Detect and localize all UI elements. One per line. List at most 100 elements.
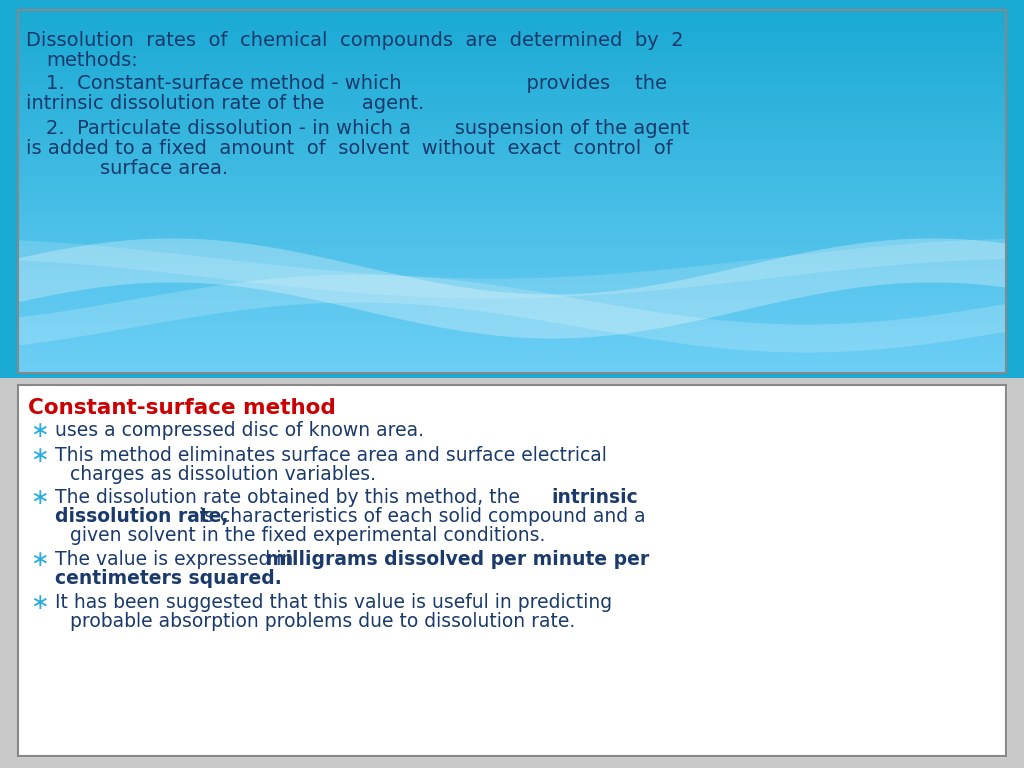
Bar bbox=[18, 31, 1006, 35]
Bar bbox=[18, 268, 1006, 271]
Bar bbox=[18, 351, 1006, 355]
Bar bbox=[18, 203, 1006, 206]
Bar bbox=[18, 151, 1006, 155]
Bar bbox=[18, 14, 1006, 17]
Bar bbox=[18, 239, 1006, 243]
Bar bbox=[18, 163, 1006, 166]
Bar bbox=[18, 174, 1006, 177]
Bar bbox=[18, 283, 1006, 286]
Bar bbox=[18, 108, 1006, 111]
Bar bbox=[18, 141, 1006, 144]
Bar bbox=[18, 101, 1006, 104]
Bar bbox=[18, 355, 1006, 359]
Bar bbox=[18, 293, 1006, 296]
Bar bbox=[18, 235, 1006, 239]
Bar bbox=[18, 264, 1006, 268]
Text: The value is expressed in: The value is expressed in bbox=[55, 550, 299, 569]
Bar bbox=[18, 180, 1006, 184]
Bar bbox=[18, 304, 1006, 308]
Text: methods:: methods: bbox=[46, 51, 138, 70]
Bar bbox=[18, 250, 1006, 253]
Bar bbox=[18, 137, 1006, 141]
Bar bbox=[18, 43, 1006, 46]
Bar bbox=[18, 257, 1006, 260]
Bar bbox=[18, 385, 1006, 756]
Bar bbox=[18, 65, 1006, 68]
Bar bbox=[18, 68, 1006, 71]
Bar bbox=[18, 104, 1006, 108]
Bar bbox=[18, 340, 1006, 344]
Text: uses a compressed disc of known area.: uses a compressed disc of known area. bbox=[55, 421, 424, 440]
Bar bbox=[18, 188, 1006, 191]
Text: given solvent in the fixed experimental conditions.: given solvent in the fixed experimental … bbox=[70, 526, 546, 545]
Bar bbox=[18, 195, 1006, 199]
Bar bbox=[18, 39, 1006, 43]
Text: 2.  Particulate dissolution - in which a       suspension of the agent: 2. Particulate dissolution - in which a … bbox=[46, 119, 689, 138]
Text: intrinsic dissolution rate of the      agent.: intrinsic dissolution rate of the agent. bbox=[26, 94, 424, 113]
Text: surface area.: surface area. bbox=[100, 159, 228, 178]
Text: is added to a fixed  amount  of  solvent  without  exact  control  of: is added to a fixed amount of solvent wi… bbox=[26, 139, 673, 158]
Bar bbox=[18, 28, 1006, 31]
Bar bbox=[18, 271, 1006, 275]
Text: Constant-surface method: Constant-surface method bbox=[28, 398, 336, 418]
Text: ∗: ∗ bbox=[30, 593, 48, 613]
Bar bbox=[18, 319, 1006, 323]
Bar bbox=[18, 148, 1006, 151]
Bar bbox=[18, 253, 1006, 257]
Bar bbox=[18, 336, 1006, 340]
Bar bbox=[18, 25, 1006, 28]
Text: is characteristics of each solid compound and a: is characteristics of each solid compoun… bbox=[193, 507, 645, 526]
Bar bbox=[18, 86, 1006, 90]
Bar bbox=[18, 366, 1006, 369]
Bar bbox=[18, 290, 1006, 293]
Bar bbox=[18, 130, 1006, 134]
Bar bbox=[18, 217, 1006, 220]
Bar bbox=[18, 177, 1006, 180]
Bar bbox=[18, 17, 1006, 21]
Bar bbox=[18, 296, 1006, 300]
Text: intrinsic: intrinsic bbox=[551, 488, 638, 507]
Bar bbox=[18, 362, 1006, 366]
Bar bbox=[18, 344, 1006, 348]
Text: ∗: ∗ bbox=[30, 488, 48, 508]
Bar bbox=[18, 329, 1006, 333]
Text: 1.  Constant-surface method - which                    provides    the: 1. Constant-surface method - which provi… bbox=[46, 74, 667, 93]
Bar bbox=[18, 35, 1006, 39]
Text: probable absorption problems due to dissolution rate.: probable absorption problems due to diss… bbox=[70, 612, 575, 631]
Text: charges as dissolution variables.: charges as dissolution variables. bbox=[70, 465, 376, 484]
Bar bbox=[18, 348, 1006, 351]
Bar bbox=[18, 323, 1006, 326]
Bar bbox=[18, 279, 1006, 283]
Bar bbox=[18, 61, 1006, 65]
Text: dissolution rate,: dissolution rate, bbox=[55, 507, 228, 526]
Bar bbox=[0, 0, 1024, 16]
Bar bbox=[18, 214, 1006, 217]
Bar bbox=[18, 75, 1006, 79]
Bar bbox=[18, 191, 1006, 195]
Bar bbox=[18, 50, 1006, 54]
Bar bbox=[18, 159, 1006, 163]
Bar bbox=[18, 206, 1006, 210]
Bar bbox=[18, 21, 1006, 25]
Bar bbox=[18, 57, 1006, 61]
Bar bbox=[18, 144, 1006, 148]
Text: ∗: ∗ bbox=[30, 421, 48, 441]
Bar bbox=[18, 71, 1006, 75]
Bar bbox=[18, 243, 1006, 246]
Bar bbox=[18, 311, 1006, 315]
Bar bbox=[18, 90, 1006, 94]
Bar bbox=[18, 246, 1006, 250]
Bar bbox=[18, 260, 1006, 264]
Bar bbox=[18, 119, 1006, 123]
Bar bbox=[18, 123, 1006, 126]
Text: The dissolution rate obtained by this method, the: The dissolution rate obtained by this me… bbox=[55, 488, 526, 507]
Bar bbox=[18, 333, 1006, 336]
Bar bbox=[18, 359, 1006, 362]
Bar bbox=[18, 46, 1006, 50]
Bar bbox=[18, 94, 1006, 97]
Bar bbox=[18, 134, 1006, 137]
Bar bbox=[18, 184, 1006, 188]
Bar bbox=[18, 308, 1006, 311]
Bar bbox=[18, 155, 1006, 159]
Bar bbox=[0, 0, 1024, 378]
